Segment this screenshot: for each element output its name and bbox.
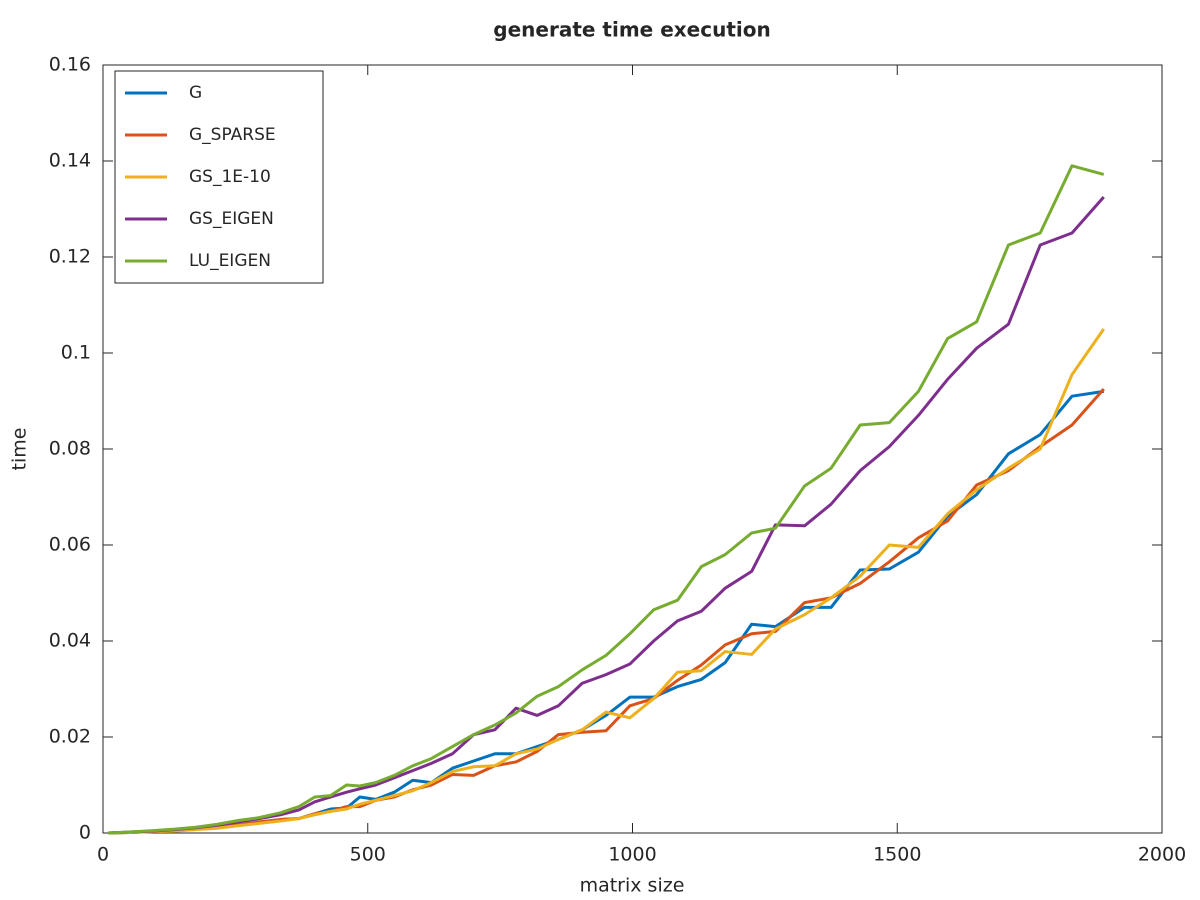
y-tick-label: 0.02 — [49, 726, 91, 748]
legend-label: LU_EIGEN — [189, 251, 271, 271]
y-tick-label: 0 — [79, 822, 91, 844]
legend: G G_SPARSE GS_1E-10 GS_EIGEN LU_EIGEN — [114, 70, 324, 284]
chart-title: generate time execution — [493, 18, 770, 42]
legend-label: GS_EIGEN — [189, 209, 274, 229]
legend-label: GS_1E-10 — [189, 167, 271, 187]
y-tick-label: 0.12 — [49, 246, 91, 268]
y-tick-label: 0.04 — [49, 630, 91, 652]
x-tick-label: 0 — [97, 844, 109, 866]
x-tick-label: 1500 — [873, 844, 921, 866]
y-tick-label: 0.16 — [49, 54, 91, 76]
x-axis-label: matrix size — [580, 875, 685, 897]
y-tick-label: 0.08 — [49, 438, 91, 460]
series-line — [108, 164, 1105, 835]
y-tick-label: 0.06 — [49, 534, 91, 556]
x-tick-label: 1000 — [608, 844, 656, 866]
series-line — [108, 328, 1105, 835]
legend-label: G_SPARSE — [189, 125, 276, 145]
y-tick-label: 0.14 — [49, 150, 91, 172]
x-tick-label: 500 — [350, 844, 386, 866]
legend-label: G — [189, 83, 202, 103]
x-tick-label: 2000 — [1138, 844, 1186, 866]
y-tick-label: 0.1 — [61, 342, 91, 364]
y-axis-label: time — [9, 428, 31, 471]
